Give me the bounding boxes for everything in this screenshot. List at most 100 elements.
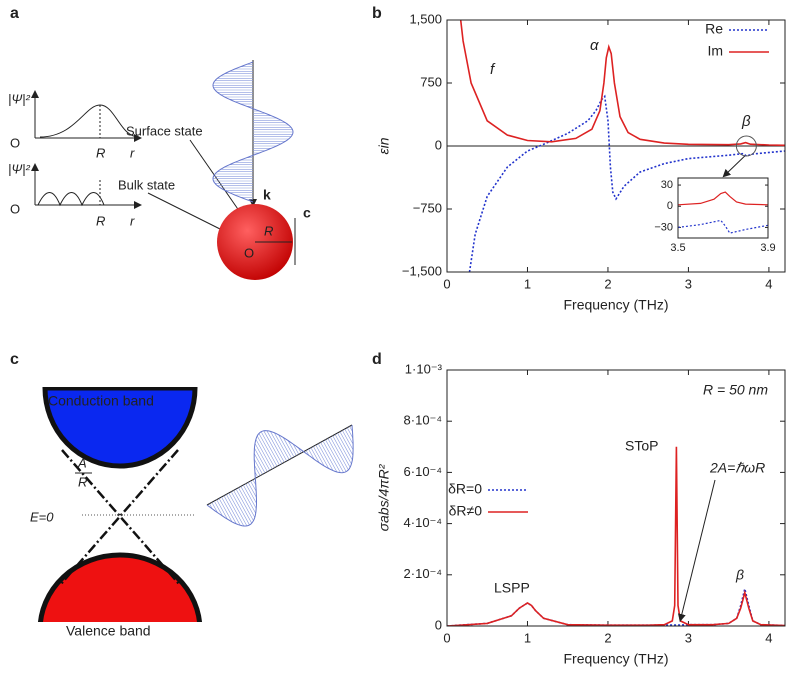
wave-hatch xyxy=(221,496,237,525)
annotation: f xyxy=(490,61,496,78)
wave-hatch xyxy=(334,434,352,465)
pointer xyxy=(189,139,243,216)
origin-label: O xyxy=(10,201,20,216)
mask xyxy=(35,622,205,652)
wave-hatch xyxy=(254,447,268,472)
y-tick-label: 1,500 xyxy=(409,11,442,26)
r-label: R xyxy=(96,145,105,160)
wave-hatch xyxy=(242,484,257,509)
x-tick-label: 1 xyxy=(524,630,531,645)
wave-hatch xyxy=(342,430,354,451)
panel-label: a xyxy=(10,5,19,22)
wave-hatch xyxy=(266,430,285,463)
wave xyxy=(206,424,354,527)
x-tick-label: 0 xyxy=(443,630,450,645)
x-axis-label: Frequency (THz) xyxy=(563,651,668,667)
panel-label: b xyxy=(372,5,382,22)
y-tick-label: 1·10⁻³ xyxy=(405,361,443,376)
wave-hatch xyxy=(256,435,275,468)
wave-hatch xyxy=(240,486,256,514)
wave-hatch xyxy=(337,432,353,461)
wave-hatch xyxy=(260,431,280,466)
wave-hatch xyxy=(238,487,256,518)
wave-hatch xyxy=(310,447,320,463)
wave-hatch xyxy=(233,490,252,524)
panel-label: c xyxy=(10,351,19,368)
sphere-r: R xyxy=(264,223,273,238)
wave-hatch xyxy=(317,443,334,471)
legend-label: δR=0 xyxy=(448,481,482,497)
sphere-o: O xyxy=(244,245,254,260)
series-line xyxy=(678,219,768,234)
wave-hatch xyxy=(211,502,218,513)
wave-hatch xyxy=(247,482,257,498)
axis-label: r xyxy=(130,145,135,160)
r-label: R xyxy=(96,213,105,228)
plot-frame xyxy=(446,369,786,627)
y-tick-label: 6·10⁻⁴ xyxy=(404,464,442,479)
wave-hatch xyxy=(228,492,248,527)
inset-bg xyxy=(678,178,768,238)
wave-hatch xyxy=(223,495,241,526)
y-axis-label: εin xyxy=(376,137,392,154)
energy-label: E=0 xyxy=(30,509,54,524)
y-tick-label: 750 xyxy=(420,74,442,89)
y-tick-label: 0 xyxy=(435,137,442,152)
y-tick-label: 30 xyxy=(661,179,673,191)
y-tick-label: 8·10⁻⁴ xyxy=(404,413,442,428)
surface-label: Surface state xyxy=(126,123,203,138)
fraction-num: A xyxy=(77,455,87,470)
k-label: k xyxy=(263,187,271,203)
inset-pointer xyxy=(722,155,746,178)
wave-hatch xyxy=(329,436,349,471)
wave-hatch xyxy=(253,459,263,475)
annotation: SToP xyxy=(625,438,658,454)
conduction-label: Conduction band xyxy=(48,393,154,409)
wave-hatch xyxy=(282,437,295,458)
series-line xyxy=(459,20,785,147)
conduction-band xyxy=(42,385,198,469)
annotation-arrow xyxy=(677,479,716,622)
dispersion xyxy=(59,449,181,586)
series-line xyxy=(447,446,785,626)
wave-hatch xyxy=(325,439,344,473)
annotation: β xyxy=(735,567,744,583)
plot-frame xyxy=(677,177,769,239)
x-tick-label: 4 xyxy=(765,630,772,645)
series-line xyxy=(678,191,768,206)
annotation: 2A=ℏωR xyxy=(709,460,765,476)
y-tick-label: 0 xyxy=(435,617,442,632)
valence-band xyxy=(37,552,203,633)
wave-hatch xyxy=(253,453,266,474)
beta-circle xyxy=(735,135,757,157)
wave-hatch xyxy=(332,435,351,468)
wave-hatch xyxy=(320,442,338,473)
wave-hatch xyxy=(322,440,341,473)
surface-density xyxy=(39,104,139,138)
mask xyxy=(35,378,205,387)
wave-hatch xyxy=(327,438,347,472)
y-tick-label: −750 xyxy=(413,200,442,215)
series-line xyxy=(468,94,785,272)
x-tick-label: 0 xyxy=(443,276,450,291)
x-tick-label: 3.5 xyxy=(670,242,685,254)
origin-label: O xyxy=(10,135,20,150)
c-label: c xyxy=(303,205,311,221)
bulk-density xyxy=(37,192,105,207)
x-tick-label: 3.9 xyxy=(760,242,775,254)
panel-label: d xyxy=(372,351,382,368)
y-tick-label: 0 xyxy=(667,200,673,212)
wave-hatch xyxy=(313,446,325,467)
annotation: β xyxy=(741,113,751,130)
y-tick-label: −30 xyxy=(654,221,673,233)
wave-hatch xyxy=(258,433,278,467)
wave-hatch xyxy=(226,494,245,527)
wave-hatch xyxy=(255,439,273,470)
wave-hatch xyxy=(250,480,257,492)
wave-hatch xyxy=(254,443,271,471)
plot-frame xyxy=(446,19,786,273)
psi-label: |Ψ|² xyxy=(8,91,31,106)
wave-hatch xyxy=(287,440,297,456)
fraction-den: R xyxy=(78,474,87,489)
